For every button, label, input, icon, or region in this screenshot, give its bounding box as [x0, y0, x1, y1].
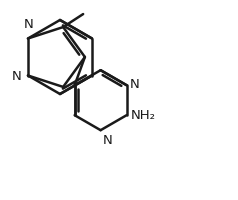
Text: N: N: [103, 134, 112, 147]
Text: N: N: [12, 70, 22, 83]
Text: NH₂: NH₂: [131, 109, 156, 122]
Text: N: N: [130, 78, 139, 91]
Text: N: N: [24, 19, 34, 31]
